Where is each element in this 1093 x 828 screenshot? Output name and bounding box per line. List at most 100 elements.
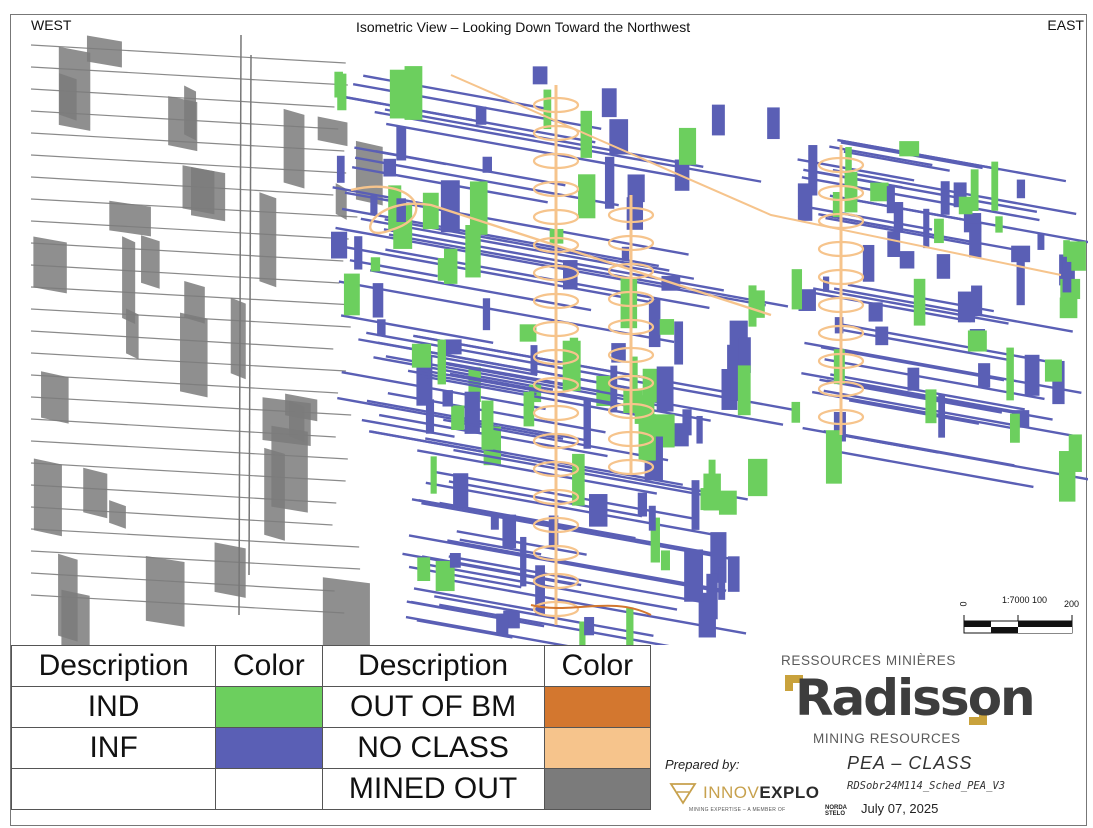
mined-out-stope [109,500,126,529]
mined-out-stope [34,459,62,537]
legend-row: MINED OUT [12,769,651,810]
east-label: EAST [1047,17,1084,33]
stope-block [718,567,725,600]
stope-block [578,174,595,218]
drawing-date: July 07, 2025 [861,801,938,816]
innovexplo-tagline: MINING EXPERTISE – A MEMBER OF [689,807,785,813]
mined-out-stope [323,577,370,645]
stope-block [971,169,979,211]
mined-out-drift [31,551,360,569]
mined-out-stope [318,117,348,147]
stope-block [660,319,674,335]
legend-header-row: Description Color Description Color [12,646,651,687]
stope-block [674,321,683,364]
stope-block [712,105,725,136]
radisson-logo-word: Radisson [795,669,1034,727]
stope-block [524,392,535,427]
legend-table: Description Color Description Color IND … [11,645,651,810]
stope-block [959,197,973,215]
stope-block [900,251,915,268]
stope-block [923,209,929,248]
mined-out-stope [180,313,208,398]
stope-block [863,245,875,282]
stope-block [649,506,656,531]
stope-block [748,459,767,496]
stope-block [383,159,396,177]
stope-block [533,66,548,84]
stope-block [792,402,801,423]
stope-block [491,515,499,530]
mined-out-stope [61,590,89,645]
mined-out-stope [284,109,305,189]
stope-block [887,186,895,213]
prepared-by-label: Prepared by: [665,757,739,772]
stope-block [476,107,487,125]
stope-block [377,319,385,336]
stope-block [894,202,903,233]
stope-block [1010,414,1020,443]
stope-block [875,327,888,346]
stope-block [605,157,614,209]
stope-block [869,302,883,321]
legend-swatch-inf [216,728,322,769]
stope-block [453,473,468,508]
mined-out-shaft [239,35,241,615]
project-title: PEA – CLASS [847,753,972,774]
stope-block [798,183,812,220]
stope-block [958,292,975,323]
legend-header-description-2: Description [322,646,544,687]
title-block: RESSOURCES MINIÈRES Radisson MINING RESO… [651,645,1087,826]
scale-bar: 0 1:7000 100 200 [956,595,1081,645]
legend-desc-out-of-bm: OUT OF BM [322,687,544,728]
stope-block [914,279,926,326]
stope-block [371,257,380,271]
stope-block [1037,234,1044,250]
legend-swatch-mined-out [544,769,650,810]
legend-desc-empty [12,769,216,810]
stope-block [767,107,780,139]
mined-out-shaft [249,55,251,575]
stope-block [692,480,700,530]
stope-block [344,274,360,316]
mined-out-drift [31,265,340,283]
stope-block [445,339,462,354]
stope-block [438,340,446,385]
mined-out-stope [168,96,197,151]
view-title: Isometric View – Looking Down Toward the… [356,19,690,35]
legend-header-description-1: Description [12,646,216,687]
radisson-brand-top: RESSOURCES MINIÈRES [781,653,956,668]
stope-block [657,366,674,411]
norda-stelo-logo: NORDA STELO [825,805,865,817]
legend-header-color-1: Color [216,646,322,687]
stope-block [925,389,936,423]
stope-block [502,515,516,549]
stope-block [1017,180,1025,199]
legend-swatch-ind [216,687,322,728]
legend-row: INF NO CLASS [12,728,651,769]
mined-out-stope [109,201,151,237]
mined-out-stope [122,236,135,324]
stope-block [701,488,714,510]
stope-block [870,183,888,202]
west-label: WEST [31,17,71,33]
innovexplo-light: INNOV [703,783,759,802]
legend-swatch-out-of-bm [544,687,650,728]
legend-row: IND OUT OF BM [12,687,651,728]
mined-out-stope [41,371,69,423]
stope-block [1011,246,1030,263]
mined-out-stope [259,192,276,287]
stope-block [684,549,703,601]
stope-block [405,66,423,120]
stope-block [441,180,460,232]
stope-block [431,456,437,493]
mined-out-stope [83,468,107,519]
stope-block [451,405,464,430]
scale-tick-0: 0 [959,601,969,606]
drift-line [797,290,970,321]
innovexplo-logo: INNOVEXPLO MINING EXPERTISE – A MEMBER O… [665,777,865,823]
stope-block [337,156,345,183]
stope-block [481,401,493,450]
stope-block [938,395,945,438]
mined-out-stope [215,542,246,598]
stope-block [589,494,607,527]
